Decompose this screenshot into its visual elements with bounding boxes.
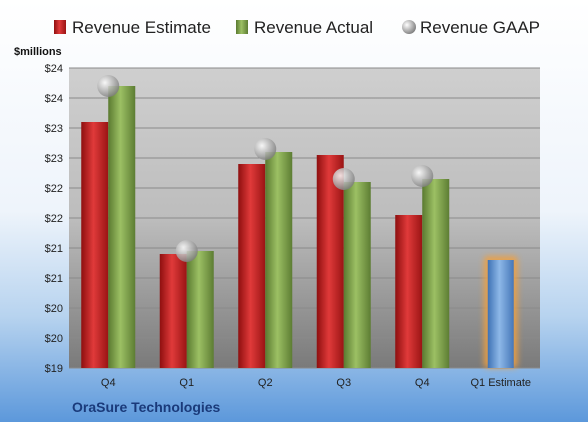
y-tick-label: $24 <box>45 93 63 105</box>
bar-revenue-estimate <box>395 215 423 368</box>
y-tick-label: $21 <box>45 273 63 285</box>
x-tick-label: Q4 <box>415 377 430 389</box>
x-tick-label: Q4 <box>101 377 116 389</box>
point-revenue-gaap <box>254 138 277 160</box>
bar-revenue-actual <box>186 251 214 368</box>
legend-label-revenue-estimate: Revenue Estimate <box>72 18 211 37</box>
bar-revenue-estimate <box>238 164 266 368</box>
x-tick-label: Q3 <box>336 377 351 389</box>
point-revenue-gaap <box>97 75 120 97</box>
legend-marker-revenue-gaap <box>402 20 416 34</box>
y-tick-label: $22 <box>45 213 63 225</box>
y-tick-label: $20 <box>45 333 63 345</box>
legend-label-revenue-actual: Revenue Actual <box>254 18 373 37</box>
bar-revenue-actual <box>422 179 450 368</box>
y-tick-label: $24 <box>45 63 63 75</box>
legend-label-revenue-gaap: Revenue GAAP <box>420 18 540 37</box>
point-revenue-gaap <box>332 168 355 190</box>
bar-revenue-actual <box>108 86 136 368</box>
legend-swatch-revenue-actual <box>236 20 248 34</box>
x-tick-label: Q1 Estimate <box>470 377 531 389</box>
point-revenue-gaap <box>411 165 434 187</box>
y-tick-label: $21 <box>45 243 63 255</box>
y-tick-label: $23 <box>45 153 63 165</box>
bar-revenue-actual <box>343 182 371 368</box>
y-tick-label: $23 <box>45 123 63 135</box>
y-tick-label: $20 <box>45 303 63 315</box>
x-tick-label: Q1 <box>179 377 194 389</box>
bar-revenue-estimate <box>159 254 187 368</box>
y-tick-label: $22 <box>45 183 63 195</box>
company-name: OraSure Technologies <box>72 399 221 415</box>
legend: Revenue Estimate Revenue Actual Revenue … <box>54 18 540 37</box>
bar-q1-estimate <box>487 260 514 368</box>
point-revenue-gaap <box>175 240 198 262</box>
y-axis-unit-label: $millions <box>14 46 62 58</box>
x-tick-label: Q2 <box>258 377 273 389</box>
y-tick-label: $19 <box>45 363 63 375</box>
bar-revenue-actual <box>265 152 293 368</box>
bar-revenue-estimate <box>316 155 344 368</box>
bar-revenue-estimate <box>81 122 109 368</box>
legend-swatch-revenue-estimate <box>54 20 66 34</box>
